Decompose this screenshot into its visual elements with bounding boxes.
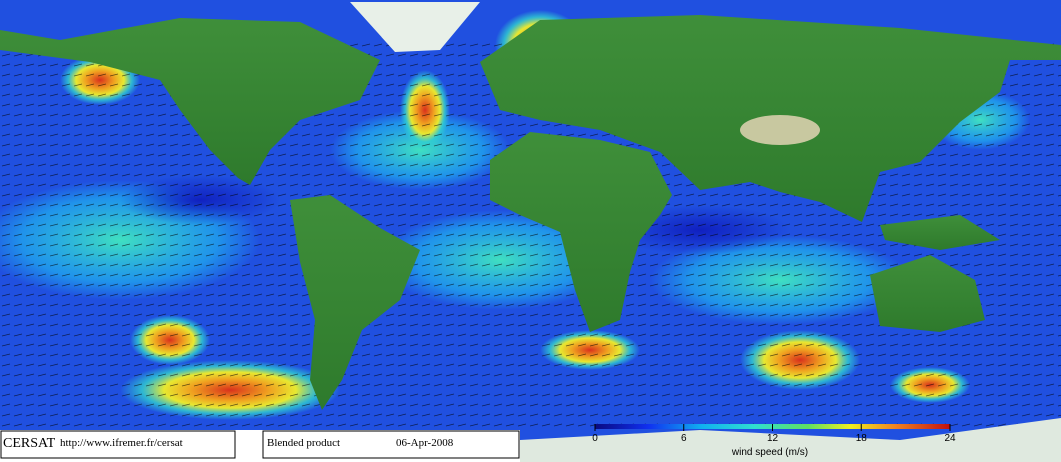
- south-america: [290, 195, 420, 410]
- antarctica: [520, 418, 1061, 462]
- date: 06-Apr-2008: [396, 437, 454, 449]
- colorbar: wind speed (m/s) 0 6 12 18 24: [592, 424, 956, 458]
- colorbar-tick-label: 6: [681, 433, 687, 444]
- logo-box: [0, 430, 236, 459]
- australia: [870, 255, 985, 332]
- colorbar-tick-label: 0: [592, 433, 598, 444]
- africa: [490, 132, 672, 332]
- logo: CERSAT: [3, 436, 56, 451]
- colorbar-tick-label: 18: [856, 433, 868, 444]
- colorbar-tick-label: 24: [944, 433, 956, 444]
- north-america: [0, 18, 380, 185]
- colorbar-tick-label: 12: [767, 433, 779, 444]
- greenland: [350, 2, 480, 52]
- product-box: [262, 430, 520, 459]
- plateau: [740, 115, 820, 145]
- product: Blended product: [267, 437, 340, 449]
- indonesia: [880, 215, 1000, 250]
- colorbar-label: wind speed (m/s): [731, 447, 808, 458]
- footer: CERSAT http://www.ifremer.fr/cersat Blen…: [0, 430, 520, 462]
- url[interactable]: http://www.ifremer.fr/cersat: [60, 437, 183, 449]
